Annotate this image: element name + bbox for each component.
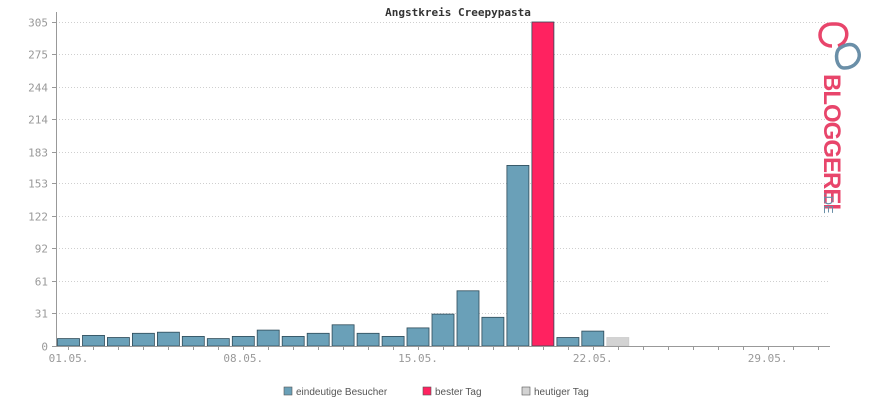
y-tick-label: 214 <box>28 114 48 127</box>
bar <box>581 330 605 347</box>
bar <box>281 335 305 347</box>
bar <box>456 290 480 347</box>
x-axis-ticks: 01.05. 08.05. 15.05. 22.05. 29.05. <box>49 346 819 365</box>
bloggerei-logo: BLOGGEREI .DE <box>818 22 861 214</box>
legend-label: bester Tag <box>435 387 482 398</box>
axes <box>56 12 830 347</box>
y-tick-label: 0 <box>41 341 48 354</box>
bar <box>356 332 380 347</box>
svg-text:.DE: .DE <box>821 192 836 214</box>
bar <box>181 335 205 347</box>
x-tick-label: 15.05. <box>398 352 438 365</box>
x-tick-label: 01.05. <box>49 352 89 365</box>
x-tick-label: 29.05. <box>748 352 788 365</box>
chart-title: Angstkreis Creepypasta <box>385 6 531 19</box>
y-tick-label: 61 <box>35 276 48 289</box>
y-tick-label: 122 <box>28 211 48 224</box>
bar <box>131 332 155 347</box>
legend-swatch <box>283 386 293 396</box>
y-tick-label: 153 <box>28 178 48 191</box>
logo-mark-icon <box>818 22 861 70</box>
bar <box>231 335 255 347</box>
bar <box>306 332 330 347</box>
svg-text:BLOGGEREI: BLOGGEREI <box>818 74 845 209</box>
y-tick-label: 275 <box>28 49 48 62</box>
bar <box>82 334 105 347</box>
x-tick-label: 22.05. <box>573 352 613 365</box>
y-tick-label: 244 <box>28 82 48 95</box>
y-axis-ticks: 0 31 61 92 122 153 183 214 244 275 305 <box>28 17 56 354</box>
legend-swatch <box>521 386 531 396</box>
x-tick-label: 08.05. <box>223 352 263 365</box>
bar <box>57 338 80 347</box>
legend-swatch <box>422 386 432 396</box>
legend: eindeutige Besucher bester Tag heutiger Ta… <box>283 386 589 398</box>
legend-label: eindeutige Besucher <box>296 387 388 398</box>
logo-wordmark: BLOGGEREI .DE <box>818 74 845 214</box>
bar <box>107 337 130 347</box>
bar <box>606 337 630 347</box>
grid <box>56 22 830 314</box>
bar <box>331 324 355 347</box>
y-tick-label: 183 <box>28 147 48 160</box>
bar <box>431 313 455 347</box>
legend-label: heutiger Tag <box>534 387 589 398</box>
bars <box>57 21 630 347</box>
bar <box>556 337 580 347</box>
bar <box>506 164 530 347</box>
bar <box>206 338 230 347</box>
y-tick-label: 31 <box>35 308 48 321</box>
y-tick-label: 92 <box>35 243 48 256</box>
bar <box>381 335 405 347</box>
bar <box>531 21 555 347</box>
y-tick-label: 305 <box>28 17 48 30</box>
bar <box>256 329 280 347</box>
bar <box>156 331 180 347</box>
bar <box>481 316 505 347</box>
bar <box>406 327 430 347</box>
